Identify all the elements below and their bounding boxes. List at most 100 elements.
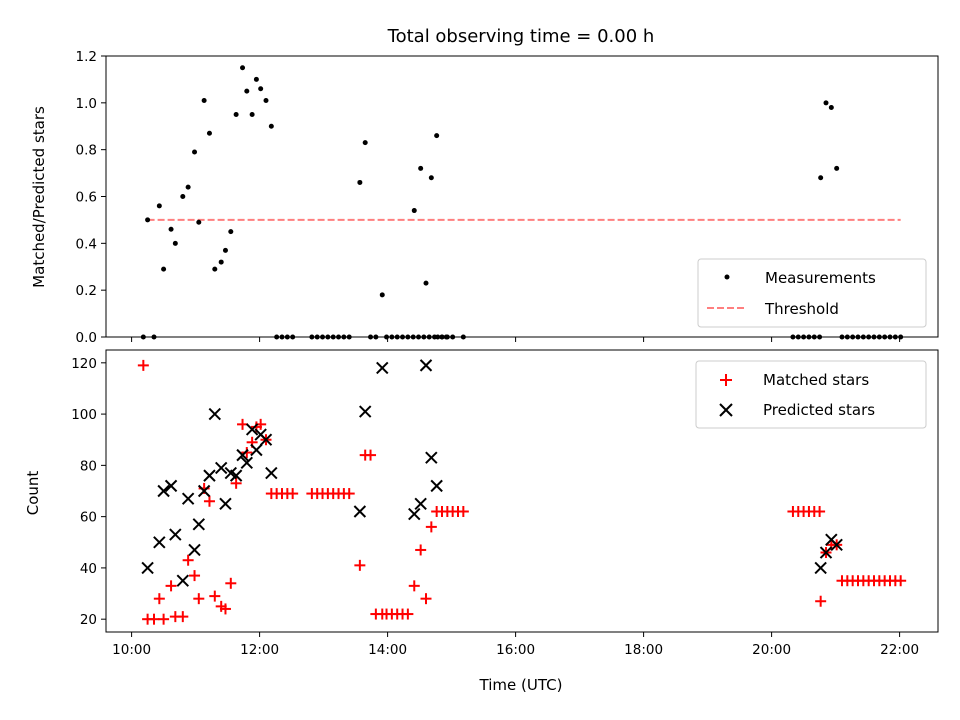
predicted-star-point (208, 407, 222, 421)
legend-measurements-marker (724, 274, 730, 280)
predicted-star-point (819, 546, 833, 559)
matched-star-point (343, 488, 355, 500)
predicted-star-point (376, 361, 389, 375)
predicted-star-point (236, 448, 249, 462)
predicted-star-point (214, 461, 228, 475)
measurement-point (268, 123, 274, 129)
matched-star-point (814, 506, 826, 518)
y-tick-label: 0.6 (76, 190, 97, 206)
predicted-star-point (419, 359, 433, 372)
predicted-star-point (250, 443, 263, 457)
measurement-point (196, 219, 202, 225)
matched-star-point (148, 613, 160, 625)
measurement-point (263, 97, 269, 103)
y-tick-label: 60 (80, 510, 97, 526)
y-tick-label: 0.8 (76, 143, 97, 159)
predicted-star-point (181, 492, 195, 505)
top-y-ticks: 0.0 0.2 0.4 0.6 0.8 1.0 1.2 (76, 49, 106, 346)
x-ticks: 10:00 12:00 14:00 16:00 18:00 20:00 22:00 (112, 337, 919, 658)
legend-measurements-label: Measurements (765, 269, 876, 287)
measurement-point (423, 280, 429, 286)
bottom-y-axis-label: Count (24, 471, 42, 516)
matched-star-point (895, 575, 907, 587)
matched-star-point (408, 580, 420, 592)
predicted-star-point (219, 497, 232, 511)
predicted-star-point (259, 433, 273, 446)
predicted-star-point (197, 484, 211, 498)
measurement-point (428, 175, 434, 181)
measurement-point (192, 149, 198, 155)
measurement-point (823, 100, 829, 106)
y-tick-label: 0.2 (76, 283, 97, 299)
x-tick-label: 20:00 (752, 642, 791, 658)
measurement-point (233, 112, 239, 118)
measurement-point (222, 247, 228, 253)
y-tick-label: 20 (80, 612, 97, 628)
legend-predicted-marker (719, 403, 733, 417)
measurement-point (145, 217, 151, 223)
predicted-star-point (203, 469, 216, 482)
predicted-star-point (176, 574, 190, 587)
top-y-axis-label: Matched/Predicted stars (30, 106, 48, 288)
x-tick-label: 22:00 (880, 642, 919, 658)
measurement-point (172, 240, 178, 246)
matched-star-point (815, 595, 827, 607)
legend-predicted-label: Predicted stars (763, 401, 875, 419)
matched-star-point (230, 477, 242, 489)
predicted-star-point (830, 538, 843, 552)
bottom-legend-box (695, 360, 927, 429)
x-tick-label: 10:00 (112, 642, 151, 658)
measurement-point (258, 86, 264, 92)
y-tick-label: 40 (80, 561, 97, 577)
matched-star-point (365, 449, 377, 461)
predicted-star-point (240, 456, 254, 470)
top-axes-frame (105, 55, 939, 338)
legend-matched-marker (720, 374, 732, 386)
measurement-point (201, 97, 207, 103)
predicted-star-point (141, 561, 154, 575)
x-axis-label: Time (UTC) (479, 676, 563, 694)
matched-star-point (457, 506, 469, 518)
y-tick-label: 120 (71, 356, 97, 372)
y-tick-label: 1.0 (76, 96, 97, 112)
predicted-star-point (425, 451, 438, 464)
matched-star-point (354, 559, 366, 571)
measurement-point (249, 112, 255, 118)
measurement-point (828, 105, 834, 111)
matched-star-point (209, 590, 221, 602)
bottom-axes-frame (105, 349, 939, 633)
y-tick-label: 0.4 (76, 236, 97, 252)
predicted-star-point (157, 484, 170, 498)
matched-star-point (137, 359, 149, 371)
matched-star-point (287, 488, 299, 500)
predicted-star-point (169, 528, 182, 541)
measurement-point (834, 165, 840, 171)
top-legend: Measurements Threshold (697, 258, 927, 328)
matched-star-point (237, 418, 249, 430)
predicted-star-point (153, 536, 166, 549)
predicted-star-point (353, 505, 367, 518)
measurement-point (357, 179, 363, 185)
predicted-star-point (414, 497, 427, 511)
measurement-point (218, 259, 224, 265)
matched-star-point (203, 495, 215, 507)
bottom-legend: Matched stars Predicted stars (695, 360, 927, 429)
predicted-star-point (245, 423, 259, 436)
predicted-star-point (188, 543, 201, 557)
y-tick-label: 80 (80, 458, 97, 474)
legend-matched-label: Matched stars (763, 371, 869, 389)
matched-star-point (219, 603, 231, 615)
matched-star-point (189, 570, 201, 582)
measurement-point (379, 292, 385, 298)
matched-star-point (402, 608, 414, 620)
predicted-star-point (164, 479, 178, 493)
measurement-point (212, 266, 218, 272)
matched-star-point (425, 521, 437, 533)
y-tick-label: 1.2 (76, 49, 97, 65)
predicted-star-point (430, 479, 443, 493)
measurement-point (185, 184, 191, 190)
measurement-point (818, 175, 824, 181)
measurement-point (228, 229, 234, 235)
predicted-star-point (358, 405, 372, 418)
